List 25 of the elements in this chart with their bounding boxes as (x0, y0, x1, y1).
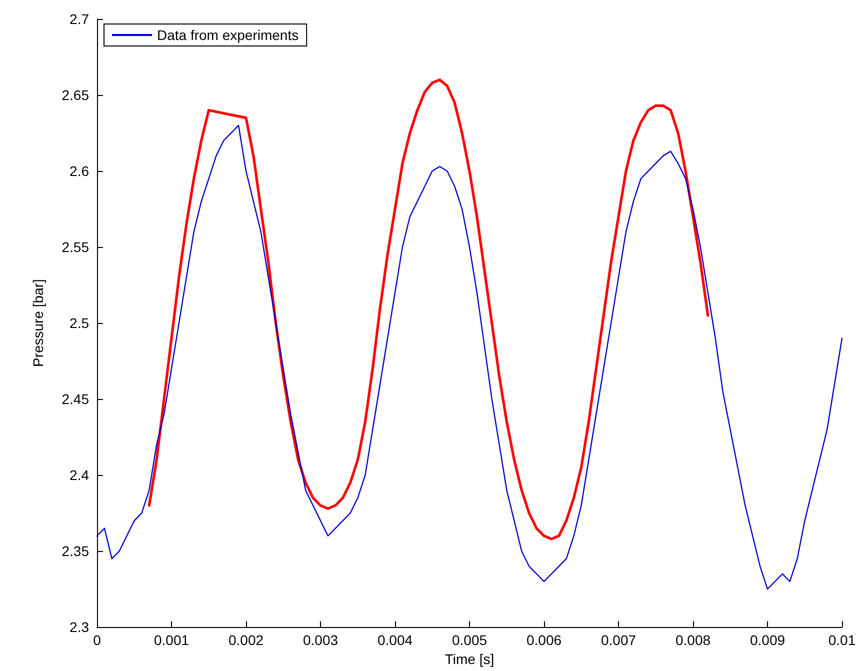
y-tick-label: 2.7 (70, 11, 90, 27)
x-tick-label: 0 (93, 632, 102, 648)
x-tick-label: 0.004 (377, 632, 413, 648)
x-tick-label: 0.005 (452, 632, 488, 648)
x-tick-label: 0.002 (228, 632, 264, 648)
y-tick-label: 2.4 (70, 467, 90, 484)
y-tick-label: 2.45 (62, 391, 90, 408)
y-tick-label: 2.3 (70, 619, 90, 636)
line-series (96, 124, 843, 590)
x-tick-label: 0.009 (750, 632, 786, 648)
legend-label: Data from experiments (157, 27, 299, 43)
x-tick-label: 0.008 (675, 632, 711, 648)
line-series (148, 78, 710, 540)
x-tick-label: 0.007 (600, 632, 636, 648)
y-axis-title: Pressure [bar] (30, 279, 46, 368)
y-tick-label: 2.6 (70, 163, 90, 180)
x-tick-label: 0.006 (526, 632, 562, 648)
y-tick-label: 2.55 (62, 239, 90, 256)
x-axis-title: Time [s] (444, 651, 494, 667)
x-tick-label: 0.01 (828, 632, 856, 648)
y-tick-label: 2.5 (70, 315, 90, 332)
x-tick-label: 0.003 (302, 632, 338, 648)
y-tick-label: 2.35 (62, 543, 90, 560)
x-tick-label: 0.001 (154, 632, 190, 648)
y-tick-label: 2.65 (62, 87, 90, 104)
